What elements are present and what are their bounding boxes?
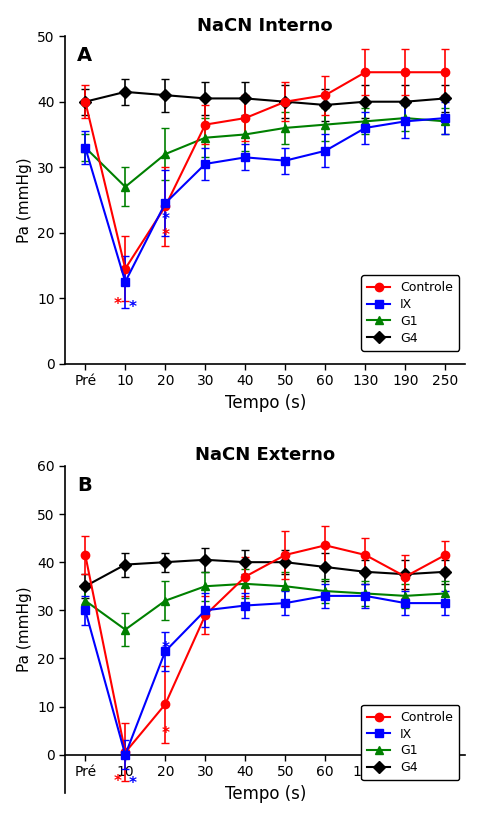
Text: *: * (114, 774, 122, 789)
X-axis label: Tempo (s): Tempo (s) (225, 394, 306, 412)
Text: *: * (129, 776, 136, 791)
Text: *: * (161, 228, 169, 243)
Text: *: * (129, 301, 136, 316)
X-axis label: Tempo (s): Tempo (s) (225, 784, 306, 803)
Y-axis label: Pa (mmHg): Pa (mmHg) (17, 587, 32, 672)
Legend: Controle, IX, G1, G4: Controle, IX, G1, G4 (361, 275, 459, 351)
Title: NaCN Interno: NaCN Interno (198, 16, 333, 35)
Text: *: * (161, 641, 169, 657)
Title: NaCN Externo: NaCN Externo (195, 447, 335, 465)
Text: A: A (77, 46, 93, 65)
Legend: Controle, IX, G1, G4: Controle, IX, G1, G4 (361, 705, 459, 780)
Y-axis label: Pa (mmHg): Pa (mmHg) (17, 157, 32, 243)
Text: *: * (161, 212, 169, 227)
Text: *: * (161, 726, 169, 741)
Text: *: * (114, 297, 122, 312)
Text: B: B (77, 475, 92, 494)
